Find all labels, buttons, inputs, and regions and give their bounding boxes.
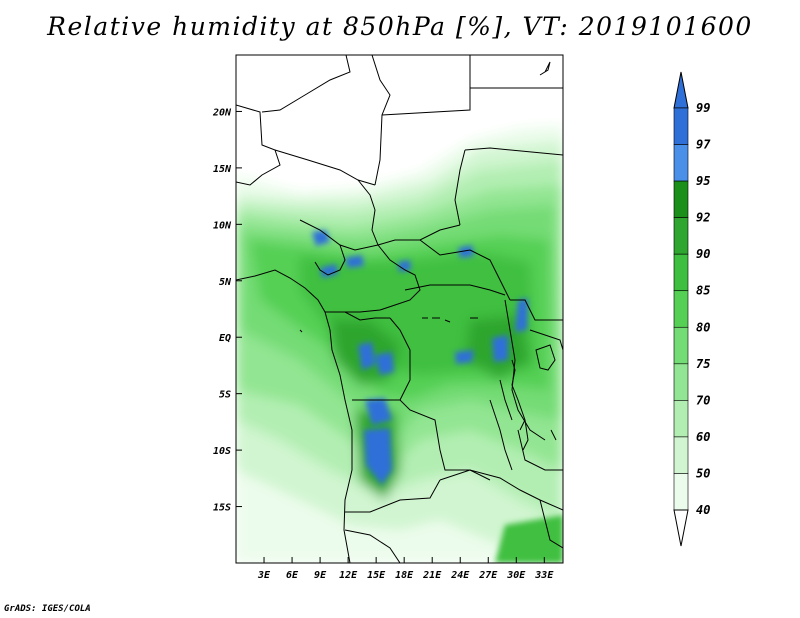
y-tick-label: 5S: [219, 390, 231, 401]
colorbar-top-arrow: [673, 71, 689, 109]
x-tick-label: 24E: [450, 570, 470, 581]
colorbar-segment: [673, 326, 689, 365]
colorbar-label: 99: [696, 101, 710, 115]
colorbar-label: 80: [696, 320, 710, 334]
y-tick-label: 15S: [213, 503, 231, 514]
x-tick-label: 3E: [257, 570, 271, 581]
plot-frame: [235, 54, 564, 564]
colorbar-segment: [673, 107, 689, 145]
credit-text: GrADS: IGES/COLA: [4, 604, 91, 614]
x-tick-label: 6E: [286, 570, 299, 581]
rh-95-patch-car: [345, 255, 364, 268]
colorbar-label: 90: [696, 247, 710, 261]
rh-95-patch-ug: [398, 260, 411, 272]
rh-95-patch-ethiopia: [458, 245, 474, 258]
map-title: Relative humidity at 850hPa [%], VT: 201…: [47, 12, 753, 41]
x-axis: 3E 6E 9E 12E 15E 18E 21E 24E 27E 30E 33E: [257, 557, 554, 581]
colorbar-segment: [673, 144, 689, 182]
y-tick-label: 5N: [219, 277, 232, 288]
y-axis: 20N 15N 10N 5N EQ 5S 10S 15S: [212, 107, 242, 514]
rh-95-patch-angola: [365, 398, 392, 425]
colorbar-segment: [673, 180, 689, 218]
x-tick-label: 15E: [367, 570, 386, 581]
y-tick-label: EQ: [219, 333, 231, 344]
colorbar: 99 97 95 92 90 85 80 75 70 60 50 40: [673, 71, 711, 547]
colorbar-segment: [673, 253, 689, 292]
colorbar-label: 92: [696, 211, 710, 225]
colorbar-label: 95: [696, 174, 710, 188]
rh-95-patch-angola-b: [364, 428, 392, 485]
colorbar-segment: [673, 363, 689, 401]
colorbar-segment: [673, 290, 689, 328]
colorbar-bottom-arrow: [673, 509, 689, 547]
x-tick-label: 12E: [339, 570, 358, 581]
humidity-field: [236, 55, 563, 563]
rh-95-patch-lakes-b: [492, 335, 508, 362]
x-tick-label: 21E: [422, 570, 442, 581]
colorbar-segment: [673, 400, 689, 438]
colorbar-label: 70: [696, 393, 710, 407]
rh-95-patch-congo-b: [375, 352, 394, 375]
rh-95-patch-lakes: [515, 298, 528, 332]
y-tick-label: 15N: [213, 164, 232, 175]
x-tick-label: 30E: [506, 570, 526, 581]
colorbar-label: 60: [696, 430, 710, 444]
colorbar-segment: [673, 217, 689, 255]
colorbar-label: 85: [696, 284, 710, 298]
x-tick-label: 9E: [314, 570, 327, 581]
colorbar-segment: [673, 436, 689, 474]
y-tick-label: 20N: [212, 107, 232, 118]
country-borders: [236, 55, 563, 563]
y-tick-label: 10N: [213, 220, 232, 231]
y-tick-label: 10S: [213, 446, 231, 457]
x-tick-label: 27E: [478, 570, 498, 581]
colorbar-label: 97: [696, 138, 711, 152]
rh-95-patch-drc: [455, 350, 474, 364]
rh-95-patch-congo: [358, 342, 375, 370]
x-tick-label: 33E: [534, 570, 554, 581]
colorbar-label: 75: [696, 357, 710, 371]
x-tick-label: 18E: [395, 570, 414, 581]
rh-95-patch-nigeria: [320, 264, 338, 278]
colorbar-label: 40: [696, 503, 710, 517]
colorbar-segment: [673, 473, 689, 511]
colorbar-label: 50: [696, 466, 710, 480]
rh-green-moz: [495, 515, 563, 563]
